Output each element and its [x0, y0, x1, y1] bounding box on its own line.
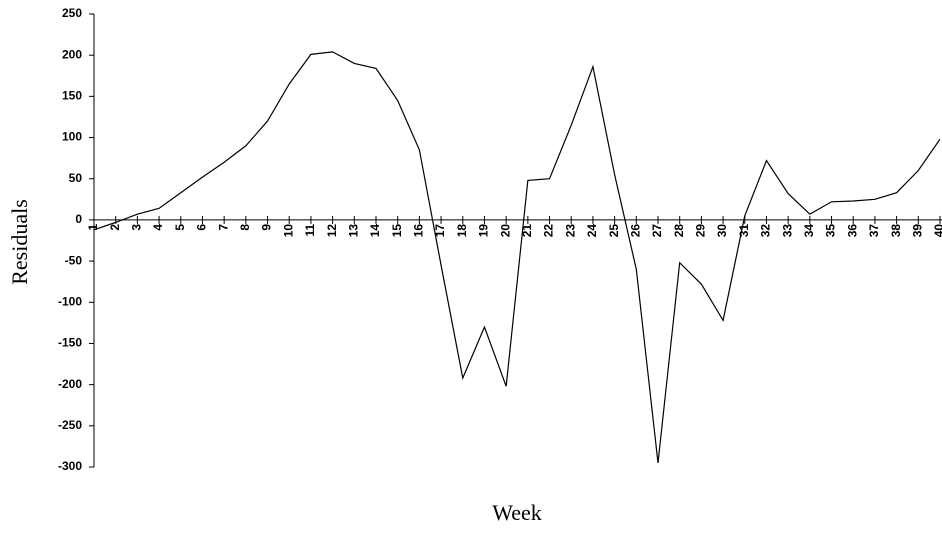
x-tick-label: 8 — [238, 224, 252, 231]
x-tick-label: 17 — [433, 224, 447, 238]
x-tick-label: 26 — [628, 224, 642, 238]
x-tick-label: 1 — [86, 224, 100, 231]
x-tick-label: 29 — [694, 224, 708, 238]
y-tick-label: -250 — [58, 418, 82, 432]
x-tick-label: 6 — [195, 224, 209, 231]
x-tick-label: 20 — [498, 224, 512, 238]
x-tick-label: 3 — [130, 224, 144, 231]
y-tick-label: 250 — [62, 6, 82, 20]
y-tick-label: 100 — [62, 130, 82, 144]
y-tick-label: 0 — [75, 212, 82, 226]
x-tick-label: 16 — [412, 224, 426, 238]
y-tick-label: -100 — [58, 294, 82, 308]
x-tick-label: 13 — [346, 224, 360, 238]
x-tick-label: 37 — [867, 224, 881, 238]
y-tick-label: 150 — [62, 89, 82, 103]
x-tick-label: 32 — [759, 224, 773, 238]
x-tick-label: 28 — [672, 224, 686, 238]
y-tick-label: 50 — [69, 171, 83, 185]
y-tick-label: -50 — [65, 253, 83, 267]
x-tick-label: 27 — [650, 224, 664, 238]
x-tick-label: 7 — [216, 224, 230, 231]
x-tick-label: 39 — [910, 224, 924, 238]
x-tick-label: 38 — [889, 224, 903, 238]
x-axis-title: Week — [492, 500, 542, 525]
x-tick-label: 23 — [563, 224, 577, 238]
data-line — [93, 51, 941, 463]
x-tick-label: 24 — [585, 224, 599, 238]
x-tick-label: 5 — [173, 224, 187, 231]
x-tick-label: 33 — [780, 224, 794, 238]
x-tick-label: 40 — [932, 224, 942, 238]
x-tick-label: 10 — [281, 224, 295, 238]
y-tick-label: 200 — [62, 47, 82, 61]
x-tick-label: 36 — [845, 224, 859, 238]
y-tick-label: -300 — [58, 459, 82, 473]
x-tick-label: 34 — [802, 224, 816, 238]
x-tick-label: 35 — [824, 224, 838, 238]
x-tick-label: 22 — [542, 224, 556, 238]
x-tick-label: 14 — [368, 224, 382, 238]
y-tick-label: -200 — [58, 377, 82, 391]
x-tick-label: 12 — [325, 224, 339, 238]
x-tick-label: 30 — [715, 224, 729, 238]
x-tick-label: 15 — [390, 224, 404, 238]
x-tick-label: 18 — [455, 224, 469, 238]
x-tick-label: 2 — [108, 224, 122, 231]
x-tick-label: 19 — [477, 224, 491, 238]
x-tick-label: 31 — [737, 224, 751, 238]
x-tick-label: 11 — [303, 224, 317, 237]
y-tick-label: -150 — [58, 336, 82, 350]
x-tick-label: 4 — [151, 224, 165, 231]
x-tick-label: 25 — [607, 224, 621, 238]
x-tick-label: 9 — [260, 224, 274, 231]
y-axis-title: Residuals — [7, 199, 32, 285]
